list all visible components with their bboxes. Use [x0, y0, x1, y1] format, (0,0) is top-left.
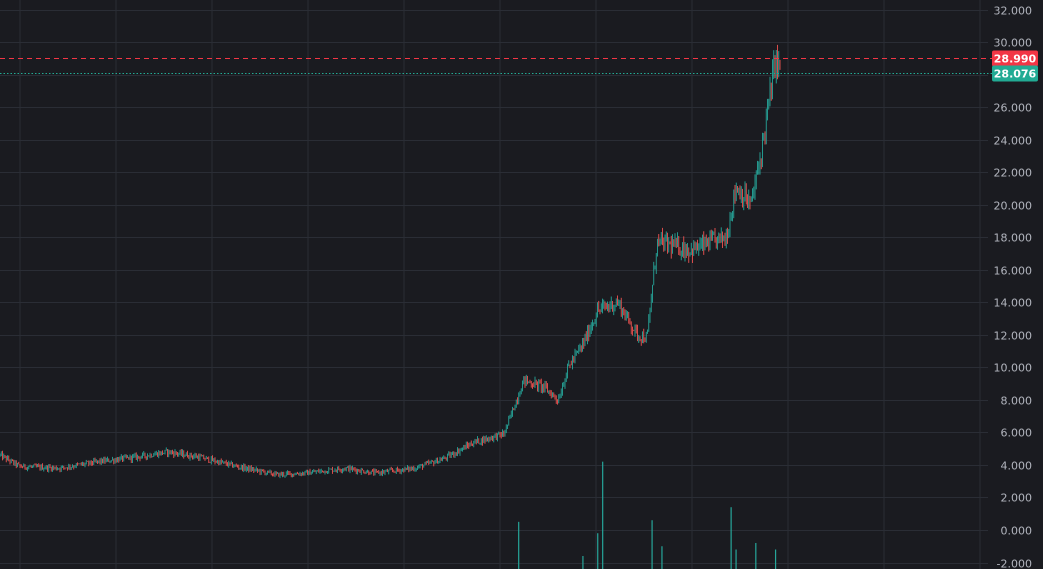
y-tick-label: 26.000 — [994, 102, 1033, 115]
chart-grid — [0, 0, 988, 569]
price-lines — [0, 58, 992, 74]
price-badge-label: 28.076 — [994, 68, 1037, 81]
y-tick-label: 4.000 — [1001, 460, 1033, 473]
y-tick-label: 8.000 — [1001, 395, 1033, 408]
y-tick-label: 14.000 — [994, 297, 1033, 310]
y-tick-label: -2.000 — [997, 558, 1032, 569]
y-tick-label: 30.000 — [994, 37, 1033, 50]
y-tick-label: 12.000 — [994, 330, 1033, 343]
y-tick-label: 16.000 — [994, 265, 1033, 278]
price-badge-label: 28.990 — [994, 53, 1037, 66]
volume-bars — [518, 461, 777, 569]
candlestick-series — [0, 44, 781, 479]
price-badge — [992, 65, 1038, 82]
y-tick-label: 0.000 — [1001, 525, 1033, 538]
y-tick-label: 2.000 — [1001, 492, 1033, 505]
y-tick-label: 6.000 — [1001, 427, 1033, 440]
y-axis[interactable]: 32.00030.00028.00026.00024.00022.00020.0… — [992, 5, 1038, 569]
y-tick-label: 20.000 — [994, 200, 1033, 213]
y-tick-label: 32.000 — [994, 5, 1033, 18]
y-tick-label: 10.000 — [994, 362, 1033, 375]
y-tick-label: 22.000 — [994, 167, 1033, 180]
y-tick-label: 24.000 — [994, 135, 1033, 148]
y-tick-label: 18.000 — [994, 232, 1033, 245]
price-badge — [992, 50, 1038, 67]
